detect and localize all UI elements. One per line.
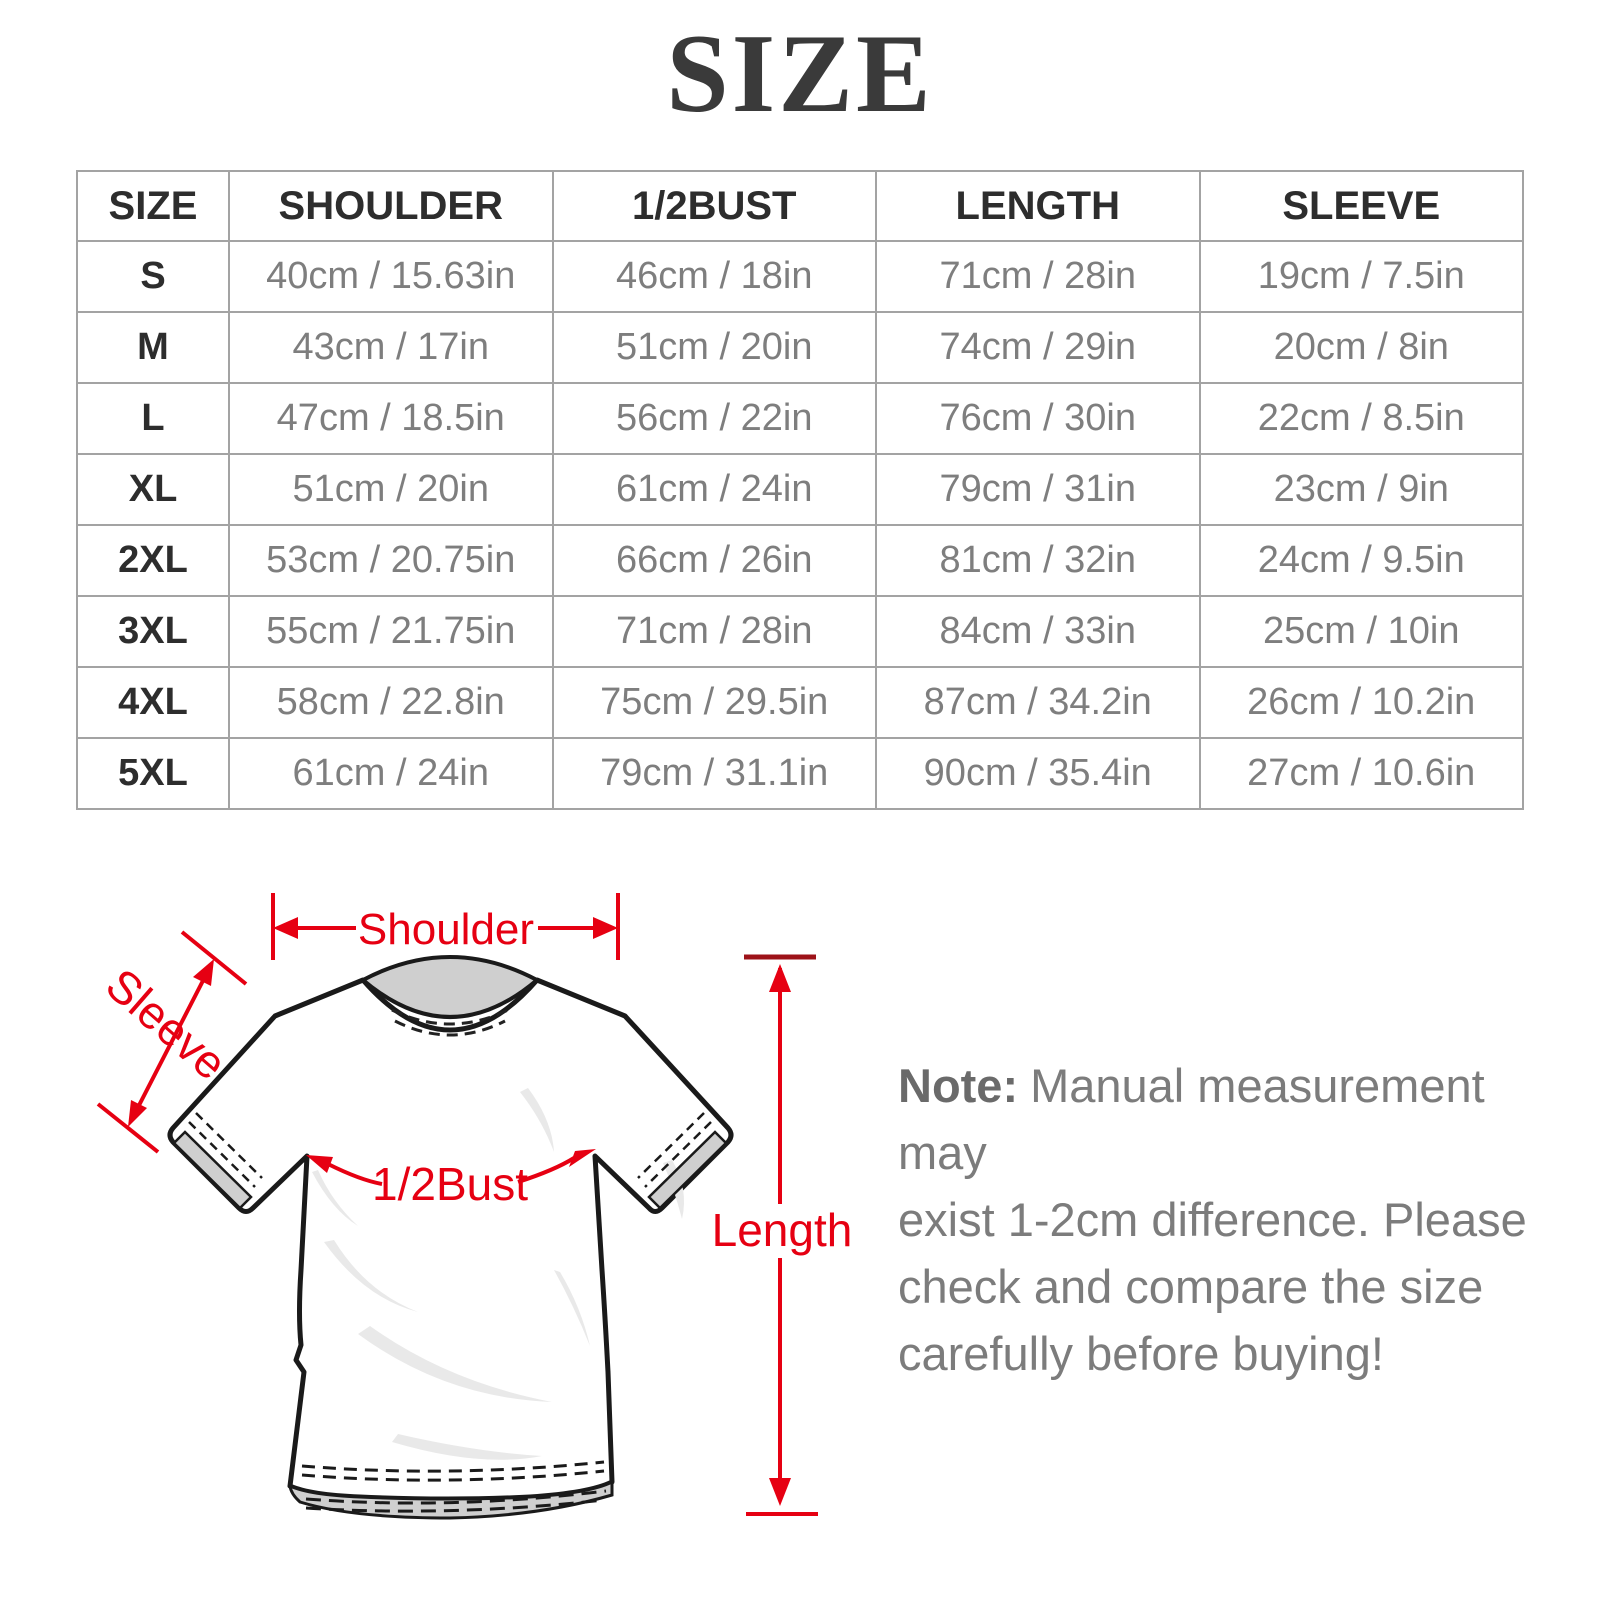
note-line: Note: Manual measurement may: [898, 1052, 1538, 1186]
shoulder-measure: Shoulder: [271, 893, 620, 960]
measurement-cell: 79cm / 31in: [875, 453, 1201, 526]
measurement-cell: 90cm / 35.4in: [875, 737, 1201, 810]
measurement-cell: 56cm / 22in: [551, 382, 877, 455]
length-label: Length: [712, 1204, 853, 1256]
half-bust-label: 1/2Bust: [372, 1158, 528, 1210]
table-row: XL 51cm / 20in 61cm / 24in 79cm / 31in 23cm …: [76, 453, 1524, 526]
tshirt-diagram: Shoulder Sleeve 1/2Bust Lengt: [96, 893, 853, 1520]
column-header: SHOULDER: [228, 170, 554, 242]
measurement-cell: 43cm / 17in: [228, 311, 554, 384]
measurement-cell: 51cm / 20in: [228, 453, 554, 526]
note-block: Note: Manual measurement may exist 1-2cm …: [898, 1052, 1538, 1387]
measurement-cell: 25cm / 10in: [1198, 595, 1524, 668]
sleeve-label: Sleeve: [96, 958, 236, 1090]
table-row: L 47cm / 18.5in 56cm / 22in 76cm / 30in 22cm…: [76, 382, 1524, 455]
size-label: 4XL: [76, 666, 230, 739]
size-label: 5XL: [76, 737, 230, 810]
measurement-cell: 71cm / 28in: [875, 240, 1201, 313]
size-table-header: SIZE SHOULDER 1/2BUST LENGTH SLEEVE: [76, 170, 1524, 242]
column-header: LENGTH: [875, 170, 1201, 242]
size-label: M: [76, 311, 230, 384]
column-header: 1/2BUST: [551, 170, 877, 242]
measurement-cell: 61cm / 24in: [551, 453, 877, 526]
measurement-cell: 24cm / 9.5in: [1198, 524, 1524, 597]
note-text: Manual measurement may: [898, 1059, 1485, 1179]
hem-band: [288, 1479, 614, 1520]
measurement-cell: 55cm / 21.75in: [228, 595, 554, 668]
column-header: SLEEVE: [1198, 170, 1524, 242]
table-row: 2XL 53cm / 20.75in 66cm / 26in 81cm / 32in 2…: [76, 524, 1524, 597]
measurement-cell: 40cm / 15.63in: [228, 240, 554, 313]
table-row: 4XL 58cm / 22.8in 75cm / 29.5in 87cm / 34.2…: [76, 666, 1524, 739]
measurement-cell: 27cm / 10.6in: [1198, 737, 1524, 810]
size-table: SIZE SHOULDER 1/2BUST LENGTH SLEEVE S 40cm / …: [76, 170, 1524, 810]
measurement-cell: 81cm / 32in: [875, 524, 1201, 597]
measurement-cell: 76cm / 30in: [875, 382, 1201, 455]
measurement-cell: 26cm / 10.2in: [1198, 666, 1524, 739]
table-row: 3XL 55cm / 21.75in 71cm / 28in 84cm / 33in 2…: [76, 595, 1524, 668]
measurement-cell: 20cm / 8in: [1198, 311, 1524, 384]
measurement-cell: 84cm / 33in: [875, 595, 1201, 668]
note-line: exist 1-2cm difference. Please: [898, 1193, 1527, 1246]
collar-interior: [359, 955, 541, 1019]
note-line: carefully before buying!: [898, 1327, 1384, 1380]
measurement-cell: 51cm / 20in: [551, 311, 877, 384]
measurement-cell: 47cm / 18.5in: [228, 382, 554, 455]
measurement-cell: 71cm / 28in: [551, 595, 877, 668]
size-table-body: S 40cm / 15.63in 46cm / 18in 71cm / 28in 19c…: [76, 240, 1524, 810]
measurement-cell: 74cm / 29in: [875, 311, 1201, 384]
measurement-cell: 46cm / 18in: [551, 240, 877, 313]
measurement-cell: 53cm / 20.75in: [228, 524, 554, 597]
measurement-cell: 87cm / 34.2in: [875, 666, 1201, 739]
measurement-cell: 23cm / 9in: [1198, 453, 1524, 526]
measurement-cell: 61cm / 24in: [228, 737, 554, 810]
size-label: 2XL: [76, 524, 230, 597]
measurement-cell: 19cm / 7.5in: [1198, 240, 1524, 313]
table-row: M 43cm / 17in 51cm / 20in 74cm / 29in 20cm /…: [76, 311, 1524, 384]
tshirt-outline: [167, 955, 734, 1520]
size-label: 3XL: [76, 595, 230, 668]
measurement-cell: 66cm / 26in: [551, 524, 877, 597]
note-line: check and compare the size: [898, 1260, 1484, 1313]
half-bust-measure: 1/2Bust: [306, 1149, 596, 1210]
size-label: S: [76, 240, 230, 313]
note-label: Note:: [898, 1059, 1019, 1112]
table-row: 5XL 61cm / 24in 79cm / 31.1in 90cm / 35.4in…: [76, 737, 1524, 810]
size-label: XL: [76, 453, 230, 526]
length-measure: Length: [712, 954, 853, 1516]
shoulder-label: Shoulder: [358, 905, 534, 954]
column-header: SIZE: [76, 170, 230, 242]
measurement-cell: 79cm / 31.1in: [551, 737, 877, 810]
measurement-cell: 58cm / 22.8in: [228, 666, 554, 739]
page-title: SIZE: [666, 12, 934, 136]
measurement-cell: 75cm / 29.5in: [551, 666, 877, 739]
measurement-cell: 22cm / 8.5in: [1198, 382, 1524, 455]
size-label: L: [76, 382, 230, 455]
table-row: S 40cm / 15.63in 46cm / 18in 71cm / 28in 19c…: [76, 240, 1524, 313]
